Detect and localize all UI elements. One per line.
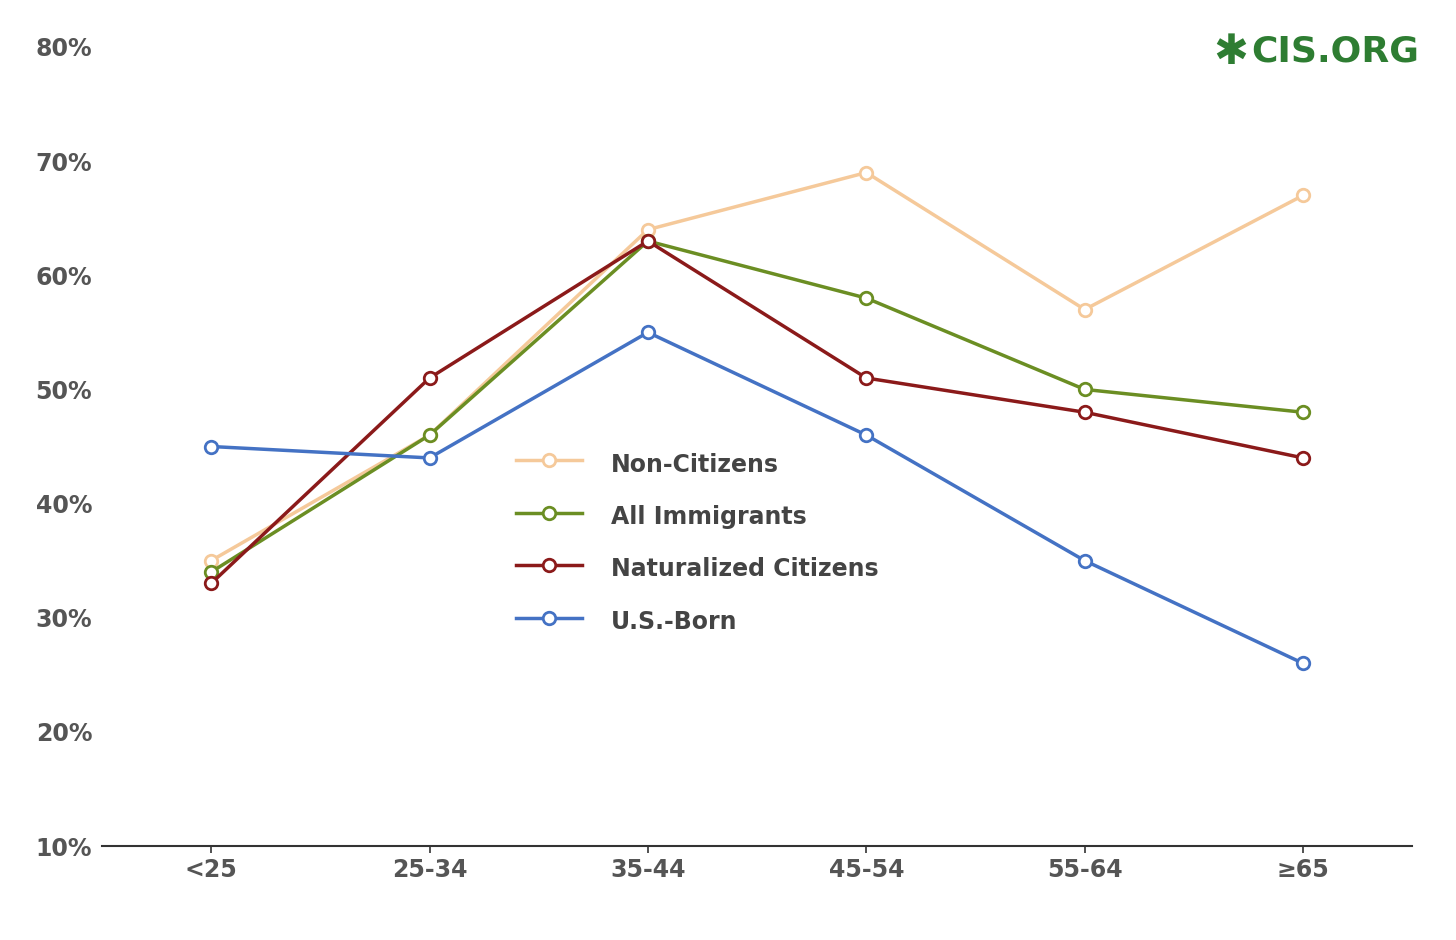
U.S.-Born <box>202 441 220 452</box>
Legend: Non-Citizens, All Immigrants, Naturalized Citizens, U.S.-Born: Non-Citizens, All Immigrants, Naturalize… <box>507 440 888 645</box>
All Immigrants <box>858 292 875 304</box>
All Immigrants <box>639 235 657 246</box>
All Immigrants <box>1076 384 1093 395</box>
All Immigrants <box>1294 407 1312 418</box>
U.S.-Born <box>421 452 438 463</box>
Text: ✱: ✱ <box>1213 31 1248 72</box>
Non-Citizens <box>1076 304 1093 315</box>
U.S.-Born <box>1076 555 1093 566</box>
Line: Naturalized Citizens: Naturalized Citizens <box>205 235 1309 589</box>
U.S.-Born <box>858 430 875 441</box>
Non-Citizens <box>858 167 875 179</box>
Text: CIS.ORG: CIS.ORG <box>1252 35 1420 69</box>
Naturalized Citizens <box>858 372 875 384</box>
Line: Non-Citizens: Non-Citizens <box>205 166 1309 567</box>
Non-Citizens <box>421 430 438 441</box>
Naturalized Citizens <box>1294 452 1312 463</box>
All Immigrants <box>421 430 438 441</box>
Naturalized Citizens <box>639 235 657 246</box>
Non-Citizens <box>639 224 657 235</box>
Naturalized Citizens <box>1076 407 1093 418</box>
U.S.-Born <box>1294 658 1312 669</box>
Line: U.S.-Born: U.S.-Born <box>205 326 1309 669</box>
Non-Citizens <box>1294 190 1312 201</box>
U.S.-Born <box>639 327 657 338</box>
All Immigrants <box>202 567 220 578</box>
Naturalized Citizens <box>421 372 438 384</box>
Line: All Immigrants: All Immigrants <box>205 235 1309 578</box>
Non-Citizens <box>202 555 220 566</box>
Naturalized Citizens <box>202 578 220 589</box>
